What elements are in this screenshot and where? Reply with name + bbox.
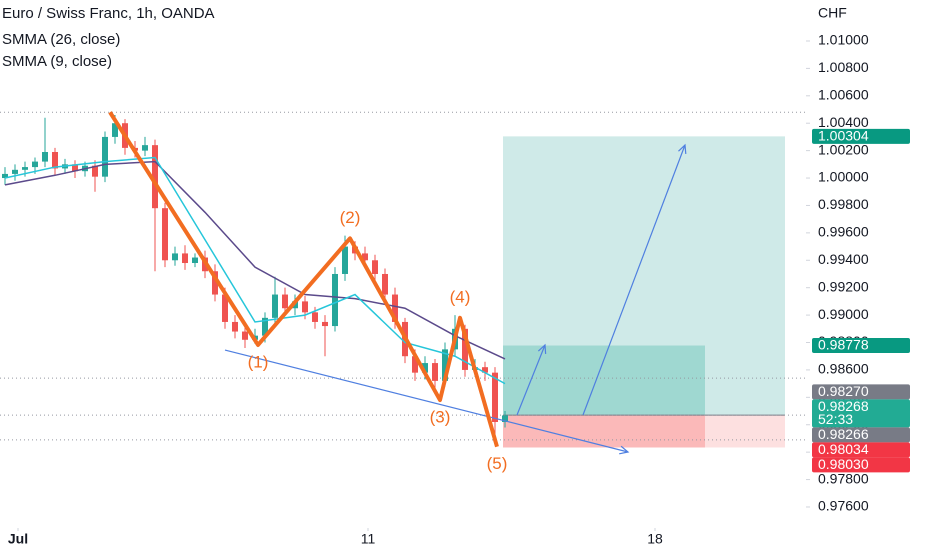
price-badge [812,384,910,400]
candle-body [232,321,238,332]
candle-body [332,273,338,327]
price-badge [812,399,910,428]
candle-body [282,294,288,309]
candle-body [42,151,48,162]
price-badge [812,128,910,144]
candle-body [192,257,198,264]
arrow-head [619,445,630,455]
candle-body [322,321,328,327]
chart-title: Euro / Swiss Franc, 1h, OANDA [2,5,215,22]
candle-body [152,145,158,209]
candle-body [432,363,438,381]
y-tick-label: 1.00200 [818,141,869,157]
candle-body [372,260,378,274]
candle-body [22,167,28,170]
y-tick-label: 1.00600 [818,87,869,103]
candle-body [442,349,448,381]
candle-body [492,372,498,423]
candle-body [52,151,58,169]
y-tick-label: 0.99200 [818,278,869,294]
price-badge [812,427,910,443]
y-tick-label: 0.99800 [818,196,869,212]
candle-body [212,271,218,295]
smma-line [4,156,506,385]
price-badge [812,338,910,354]
y-tick-label: 1.01000 [818,32,869,48]
y-tick-label: 0.99400 [818,251,869,267]
x-tick-label: 11 [361,531,376,547]
price-badge-label: 0.98270 [818,383,869,399]
arrow-head [678,143,687,155]
candle-body [92,165,98,177]
wave-label: (4) [450,287,471,306]
price-badge-label: 0.98266 [818,426,869,442]
wave-label: (5) [487,454,508,473]
y-tick-label: 0.99000 [818,306,869,322]
y-tick-label: 1.00800 [818,59,869,75]
price-badge-label: 0.98778 [818,337,869,353]
y-tick-label: 0.99600 [818,224,869,240]
candle-body [162,208,168,261]
candle-body [412,356,418,373]
candle-body [422,363,428,373]
price-badge-label: 1.00304 [818,128,869,144]
candle-body [272,294,278,318]
price-badge-label: 0.98034 [818,441,869,457]
candle-body [32,161,38,168]
trend-arrow [582,144,686,416]
x-tick-label: Jul [8,531,28,547]
candle-body [112,123,118,137]
y-tick-label: 0.97600 [818,498,869,514]
candle-body [462,328,468,370]
currency-label: CHF [818,5,847,21]
candle-body [242,331,248,340]
stop-zone-inner [503,415,705,448]
candle-body [262,317,268,336]
wave-label: (2) [340,208,361,227]
y-tick-label: 0.98600 [818,361,869,377]
candle-body [502,415,508,423]
target1-zone [503,345,705,416]
y-tick-label: 1.00400 [818,114,869,130]
plot-area: (1) (2) (3) (4) (5) [0,111,805,473]
legend-smma-9: SMMA (9, close) [2,53,112,70]
candle-body [12,169,18,174]
candle-body [172,253,178,261]
candle-body [222,294,228,322]
candle-body [362,253,368,261]
y-tick-label: 0.97800 [818,470,869,486]
price-axis: 1.01000 1.00800 1.00600 1.00400 1.00200 1.000… [806,32,910,514]
candle-body [142,145,148,151]
x-tick-label: 18 [647,531,663,547]
countdown-label: 52:33 [818,411,853,427]
price-badge-label: 0.98030 [818,456,869,472]
wave-label: (1) [248,352,269,371]
trend-arrow [224,349,629,453]
price-badge [812,442,910,458]
candle-body [302,301,308,313]
price-badge [812,457,910,473]
candle-body [482,367,488,373]
smma-line [4,160,506,360]
candle-body [392,294,398,322]
legend-smma-26: SMMA (26, close) [2,31,120,48]
wave-line [108,111,499,448]
price-badge-label: 0.98268 [818,398,869,414]
candle-body [312,312,318,322]
candle-body [2,173,8,179]
trend-arrow [516,344,546,416]
candle-body [342,246,348,274]
y-tick-label: 1.00000 [818,169,869,185]
arrow-head [537,343,547,354]
candle-body [182,253,188,264]
candle-body [382,273,388,295]
candle-body [72,164,78,172]
candle-body [102,136,108,177]
wave-label: (3) [430,408,451,427]
